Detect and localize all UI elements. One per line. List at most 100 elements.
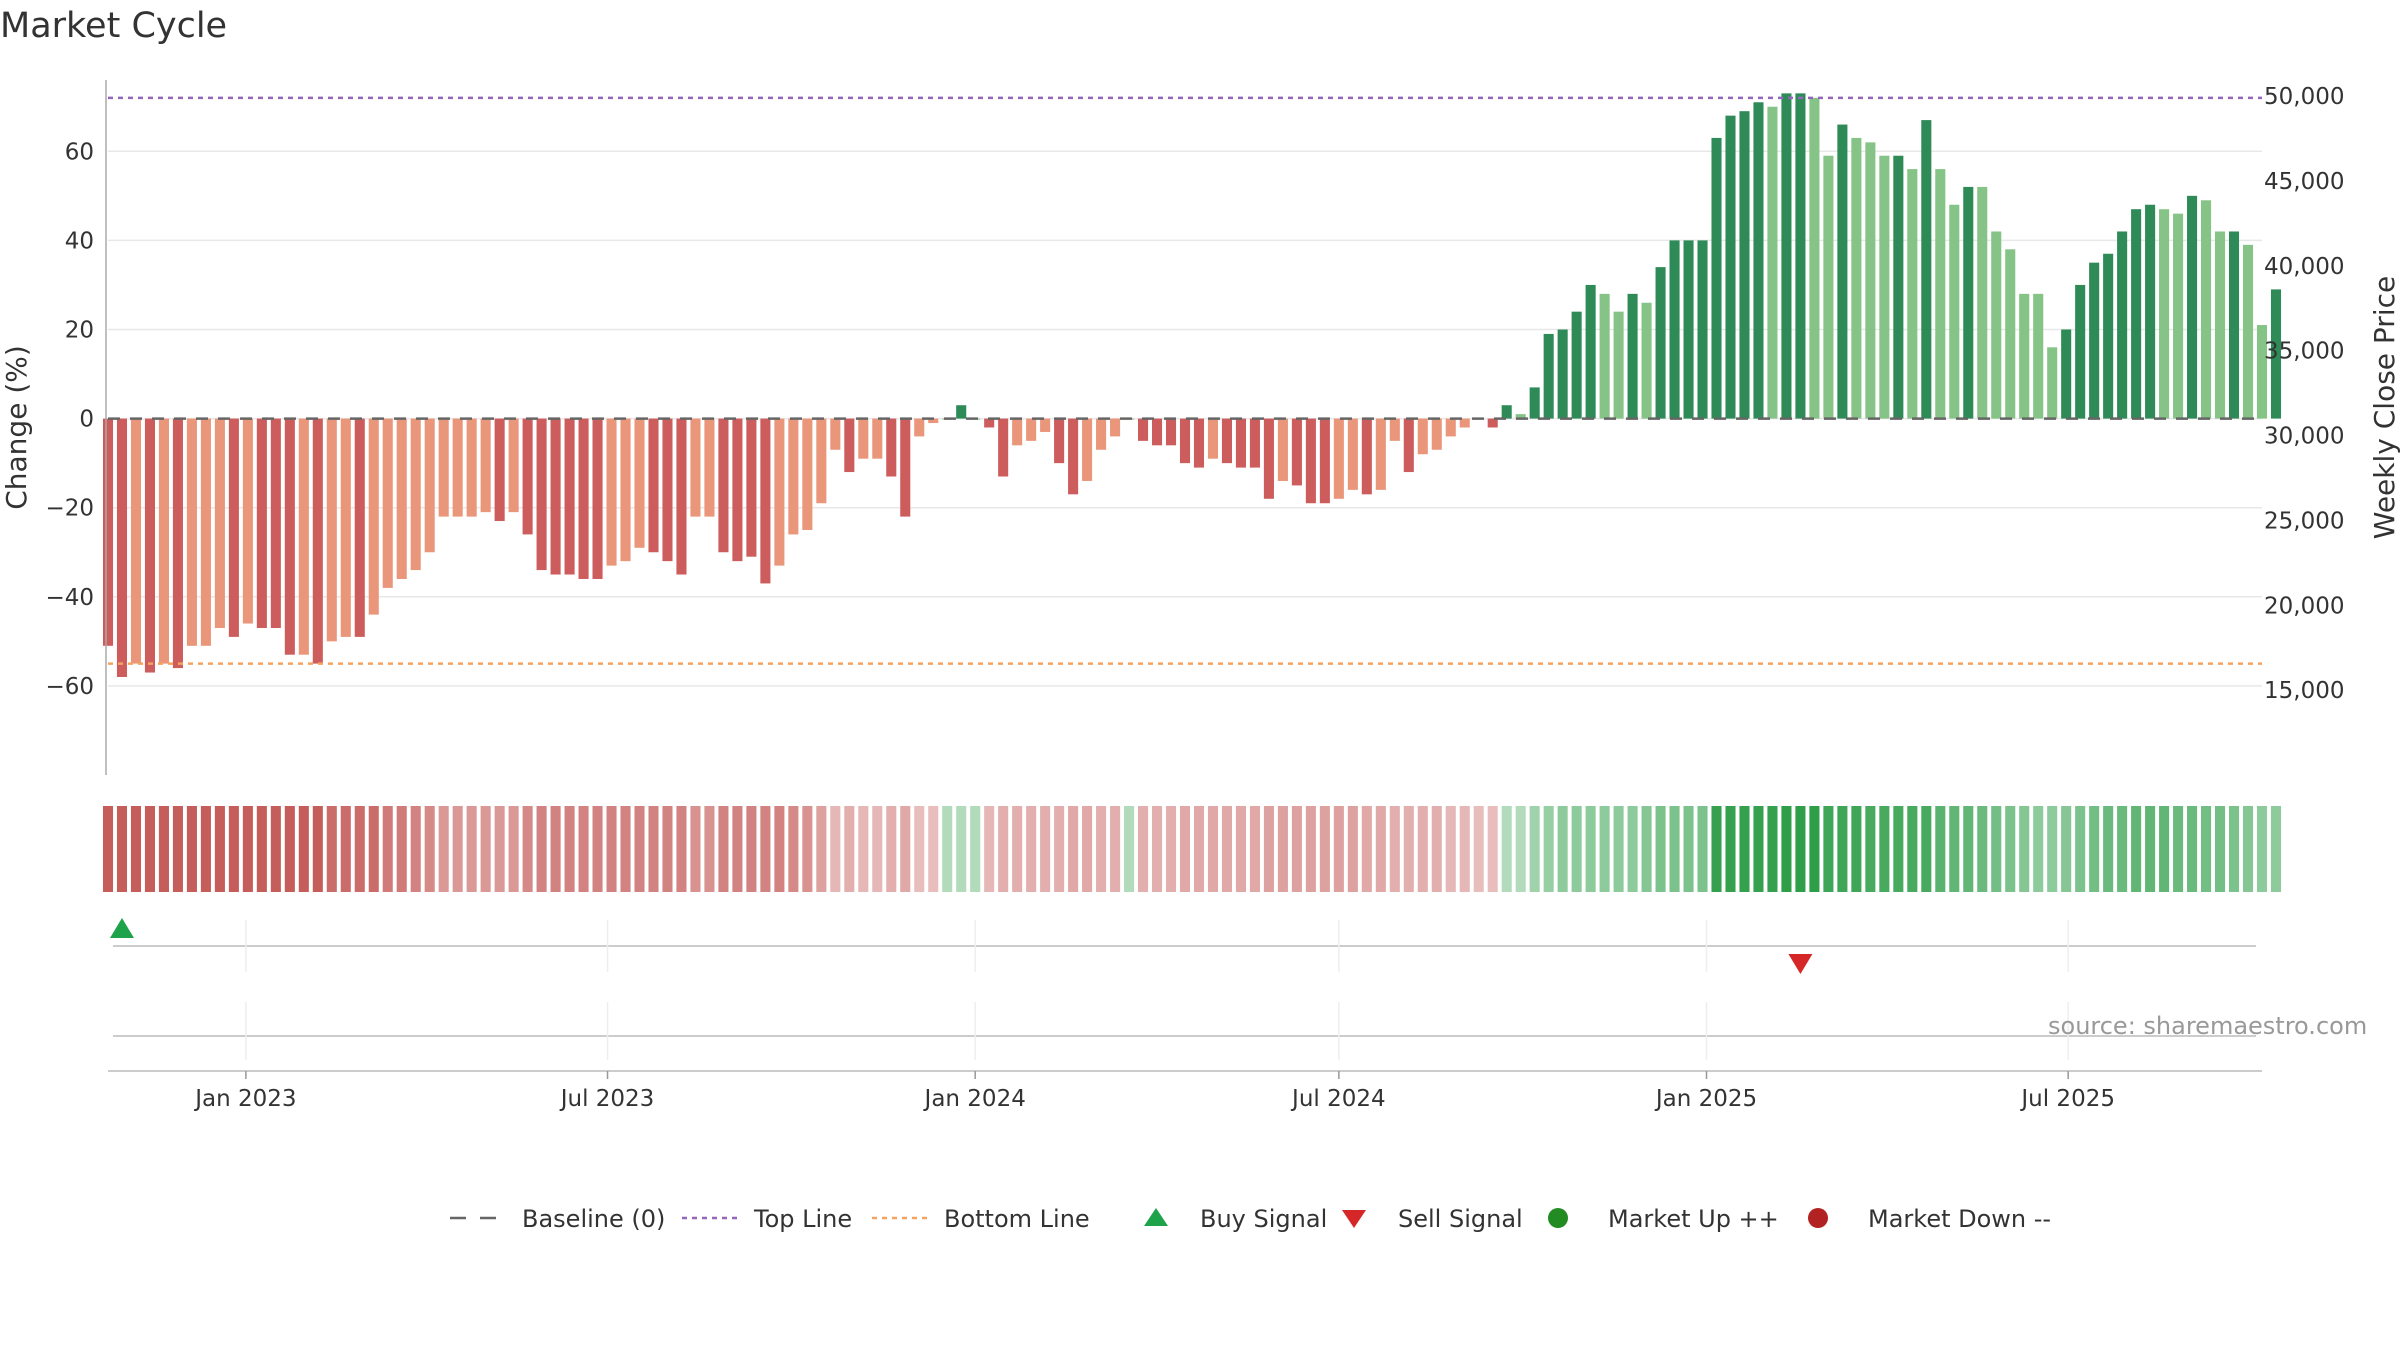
- strip-cell: [1445, 806, 1456, 892]
- legend-item-up[interactable]: Market Up ++: [1548, 1205, 1779, 1233]
- change-bar: [2131, 209, 2142, 419]
- change-bar: [802, 418, 813, 530]
- y-left-axis-title: Change (%): [0, 345, 33, 510]
- change-bar: [900, 418, 911, 517]
- strip-cell: [2117, 806, 2128, 892]
- buy-signal-marker: [109, 918, 134, 938]
- strip-cell: [1151, 806, 1163, 892]
- strip-cell: [1459, 806, 1470, 892]
- change-bar: [1921, 120, 1932, 419]
- legend-swatch: [1342, 1210, 1366, 1228]
- y-right-tick-label: 35,000: [2264, 339, 2344, 365]
- strip-cell: [1431, 806, 1442, 892]
- change-bar: [1221, 418, 1232, 464]
- change-bar: [1305, 418, 1316, 504]
- change-bar: [998, 418, 1009, 477]
- change-bar: [2103, 253, 2114, 419]
- change-bar: [1543, 333, 1554, 419]
- strip-cell: [2228, 806, 2240, 892]
- change-bar: [1207, 418, 1219, 459]
- legend-item-baseline[interactable]: Baseline (0): [450, 1205, 665, 1233]
- strip-cell: [648, 806, 659, 892]
- strip-cell: [2019, 806, 2030, 892]
- change-bar: [1669, 240, 1680, 419]
- change-bar: [186, 418, 197, 646]
- strip-cell: [1501, 806, 1512, 892]
- strip-cell: [270, 806, 281, 892]
- change-bar: [312, 418, 323, 664]
- strip-cell: [816, 806, 827, 892]
- change-bar: [172, 418, 183, 669]
- strip-cell: [1361, 806, 1372, 892]
- strip-cell: [2270, 806, 2282, 892]
- change-bar: [2173, 213, 2184, 419]
- strip-cell: [228, 806, 239, 892]
- strip-cell: [956, 806, 967, 892]
- change-bar: [200, 418, 211, 646]
- y-right-axis-title: Weekly Close Price: [2368, 276, 2400, 539]
- strip-cell: [382, 806, 393, 892]
- x-tick-label: Jul 2024: [1290, 1086, 1386, 1112]
- legend-item-top[interactable]: Top Line: [682, 1205, 852, 1233]
- change-bar: [2145, 204, 2156, 419]
- change-bar: [2242, 244, 2254, 419]
- change-bar: [1963, 186, 1974, 419]
- legend-item-bottom[interactable]: Bottom Line: [872, 1205, 1090, 1233]
- strip-cell: [410, 806, 421, 892]
- strip-cell: [144, 806, 155, 892]
- change-bar: [2256, 325, 2268, 419]
- change-bar: [564, 418, 575, 575]
- strip-cell: [2047, 806, 2058, 892]
- strip-cell: [928, 806, 939, 892]
- strip-cell: [774, 806, 785, 892]
- change-bar: [1068, 418, 1079, 495]
- change-bar: [592, 418, 603, 579]
- legend-item-sell[interactable]: Sell Signal: [1342, 1205, 1523, 1233]
- strip-cell: [1110, 806, 1121, 892]
- change-bar: [2159, 209, 2170, 419]
- strip-cell: [886, 806, 897, 892]
- strip-cell: [1417, 806, 1428, 892]
- change-bar: [2061, 329, 2072, 419]
- change-bar: [704, 418, 715, 517]
- legend-label: Bottom Line: [944, 1205, 1090, 1233]
- strip-cell: [1935, 806, 1946, 892]
- strip-cell: [1599, 806, 1610, 892]
- strip-cell: [494, 806, 505, 892]
- legend-item-down[interactable]: Market Down --: [1808, 1205, 2051, 1233]
- strip-cell: [914, 806, 925, 892]
- y-left-tick-label: 60: [65, 139, 94, 165]
- strip-cell: [1291, 806, 1302, 892]
- strip-cell: [1040, 806, 1051, 892]
- strip-cell: [1865, 806, 1876, 892]
- change-bar: [522, 418, 533, 535]
- strip-cell: [1543, 806, 1554, 892]
- change-bar: [1138, 418, 1149, 441]
- strip-cell: [760, 806, 771, 892]
- legend-item-buy[interactable]: Buy Signal: [1144, 1205, 1327, 1233]
- legend[interactable]: Baseline (0) Top Line Bottom Line Buy Signa…: [450, 1205, 2051, 1233]
- change-bar: [578, 418, 589, 579]
- change-bar: [1851, 137, 1862, 419]
- legend-label: Market Up ++: [1608, 1205, 1779, 1233]
- strip-cell: [1837, 806, 1848, 892]
- change-bar: [662, 418, 673, 562]
- change-bar: [1739, 111, 1750, 419]
- strip-cell: [1879, 806, 1890, 892]
- y-right-tick-label: 15,000: [2264, 678, 2344, 704]
- change-bar: [1417, 418, 1428, 455]
- strip-cell: [592, 806, 603, 892]
- strip-cell: [2256, 806, 2268, 892]
- strip-cell: [536, 806, 547, 892]
- strip-cell: [1753, 806, 1764, 892]
- strip-cell: [326, 806, 337, 892]
- strip-cell: [2005, 806, 2016, 892]
- strip-cell: [802, 806, 813, 892]
- change-bar: [1515, 414, 1526, 419]
- change-bar: [466, 418, 477, 517]
- change-bar: [746, 418, 757, 557]
- reference-lines: [108, 96, 2262, 665]
- change-bars: [102, 93, 2282, 677]
- strip-cell: [396, 806, 407, 892]
- change-bar: [648, 418, 659, 553]
